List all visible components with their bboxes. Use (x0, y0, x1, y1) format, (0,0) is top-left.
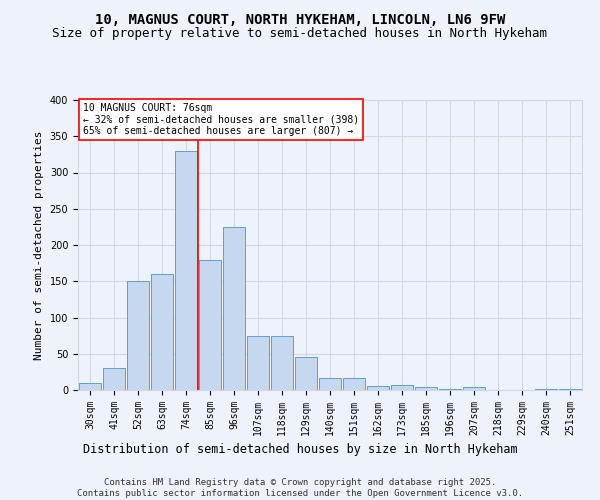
Bar (79, 383, 101, 390)
Bar (415, 387, 437, 390)
Bar (175, 151, 197, 390)
Bar (367, 386, 389, 390)
Bar (559, 388, 581, 390)
Text: Size of property relative to semi-detached houses in North Hykeham: Size of property relative to semi-detach… (53, 28, 548, 40)
Bar (151, 274, 173, 390)
Bar (391, 385, 413, 390)
Bar (343, 378, 365, 390)
Bar (319, 378, 341, 390)
Bar (439, 388, 461, 390)
Bar (223, 227, 245, 390)
Bar (199, 260, 221, 390)
Bar (247, 336, 269, 390)
Text: 10 MAGNUS COURT: 76sqm
← 32% of semi-detached houses are smaller (398)
65% of se: 10 MAGNUS COURT: 76sqm ← 32% of semi-det… (83, 103, 359, 136)
Text: Distribution of semi-detached houses by size in North Hykeham: Distribution of semi-detached houses by … (83, 442, 517, 456)
Y-axis label: Number of semi-detached properties: Number of semi-detached properties (34, 130, 44, 360)
Bar (463, 387, 485, 390)
Bar (295, 356, 317, 390)
Text: 10, MAGNUS COURT, NORTH HYKEHAM, LINCOLN, LN6 9FW: 10, MAGNUS COURT, NORTH HYKEHAM, LINCOLN… (95, 12, 505, 26)
Bar (271, 336, 293, 390)
Text: Contains HM Land Registry data © Crown copyright and database right 2025.
Contai: Contains HM Land Registry data © Crown c… (77, 478, 523, 498)
Bar (127, 281, 149, 390)
Bar (103, 368, 125, 390)
